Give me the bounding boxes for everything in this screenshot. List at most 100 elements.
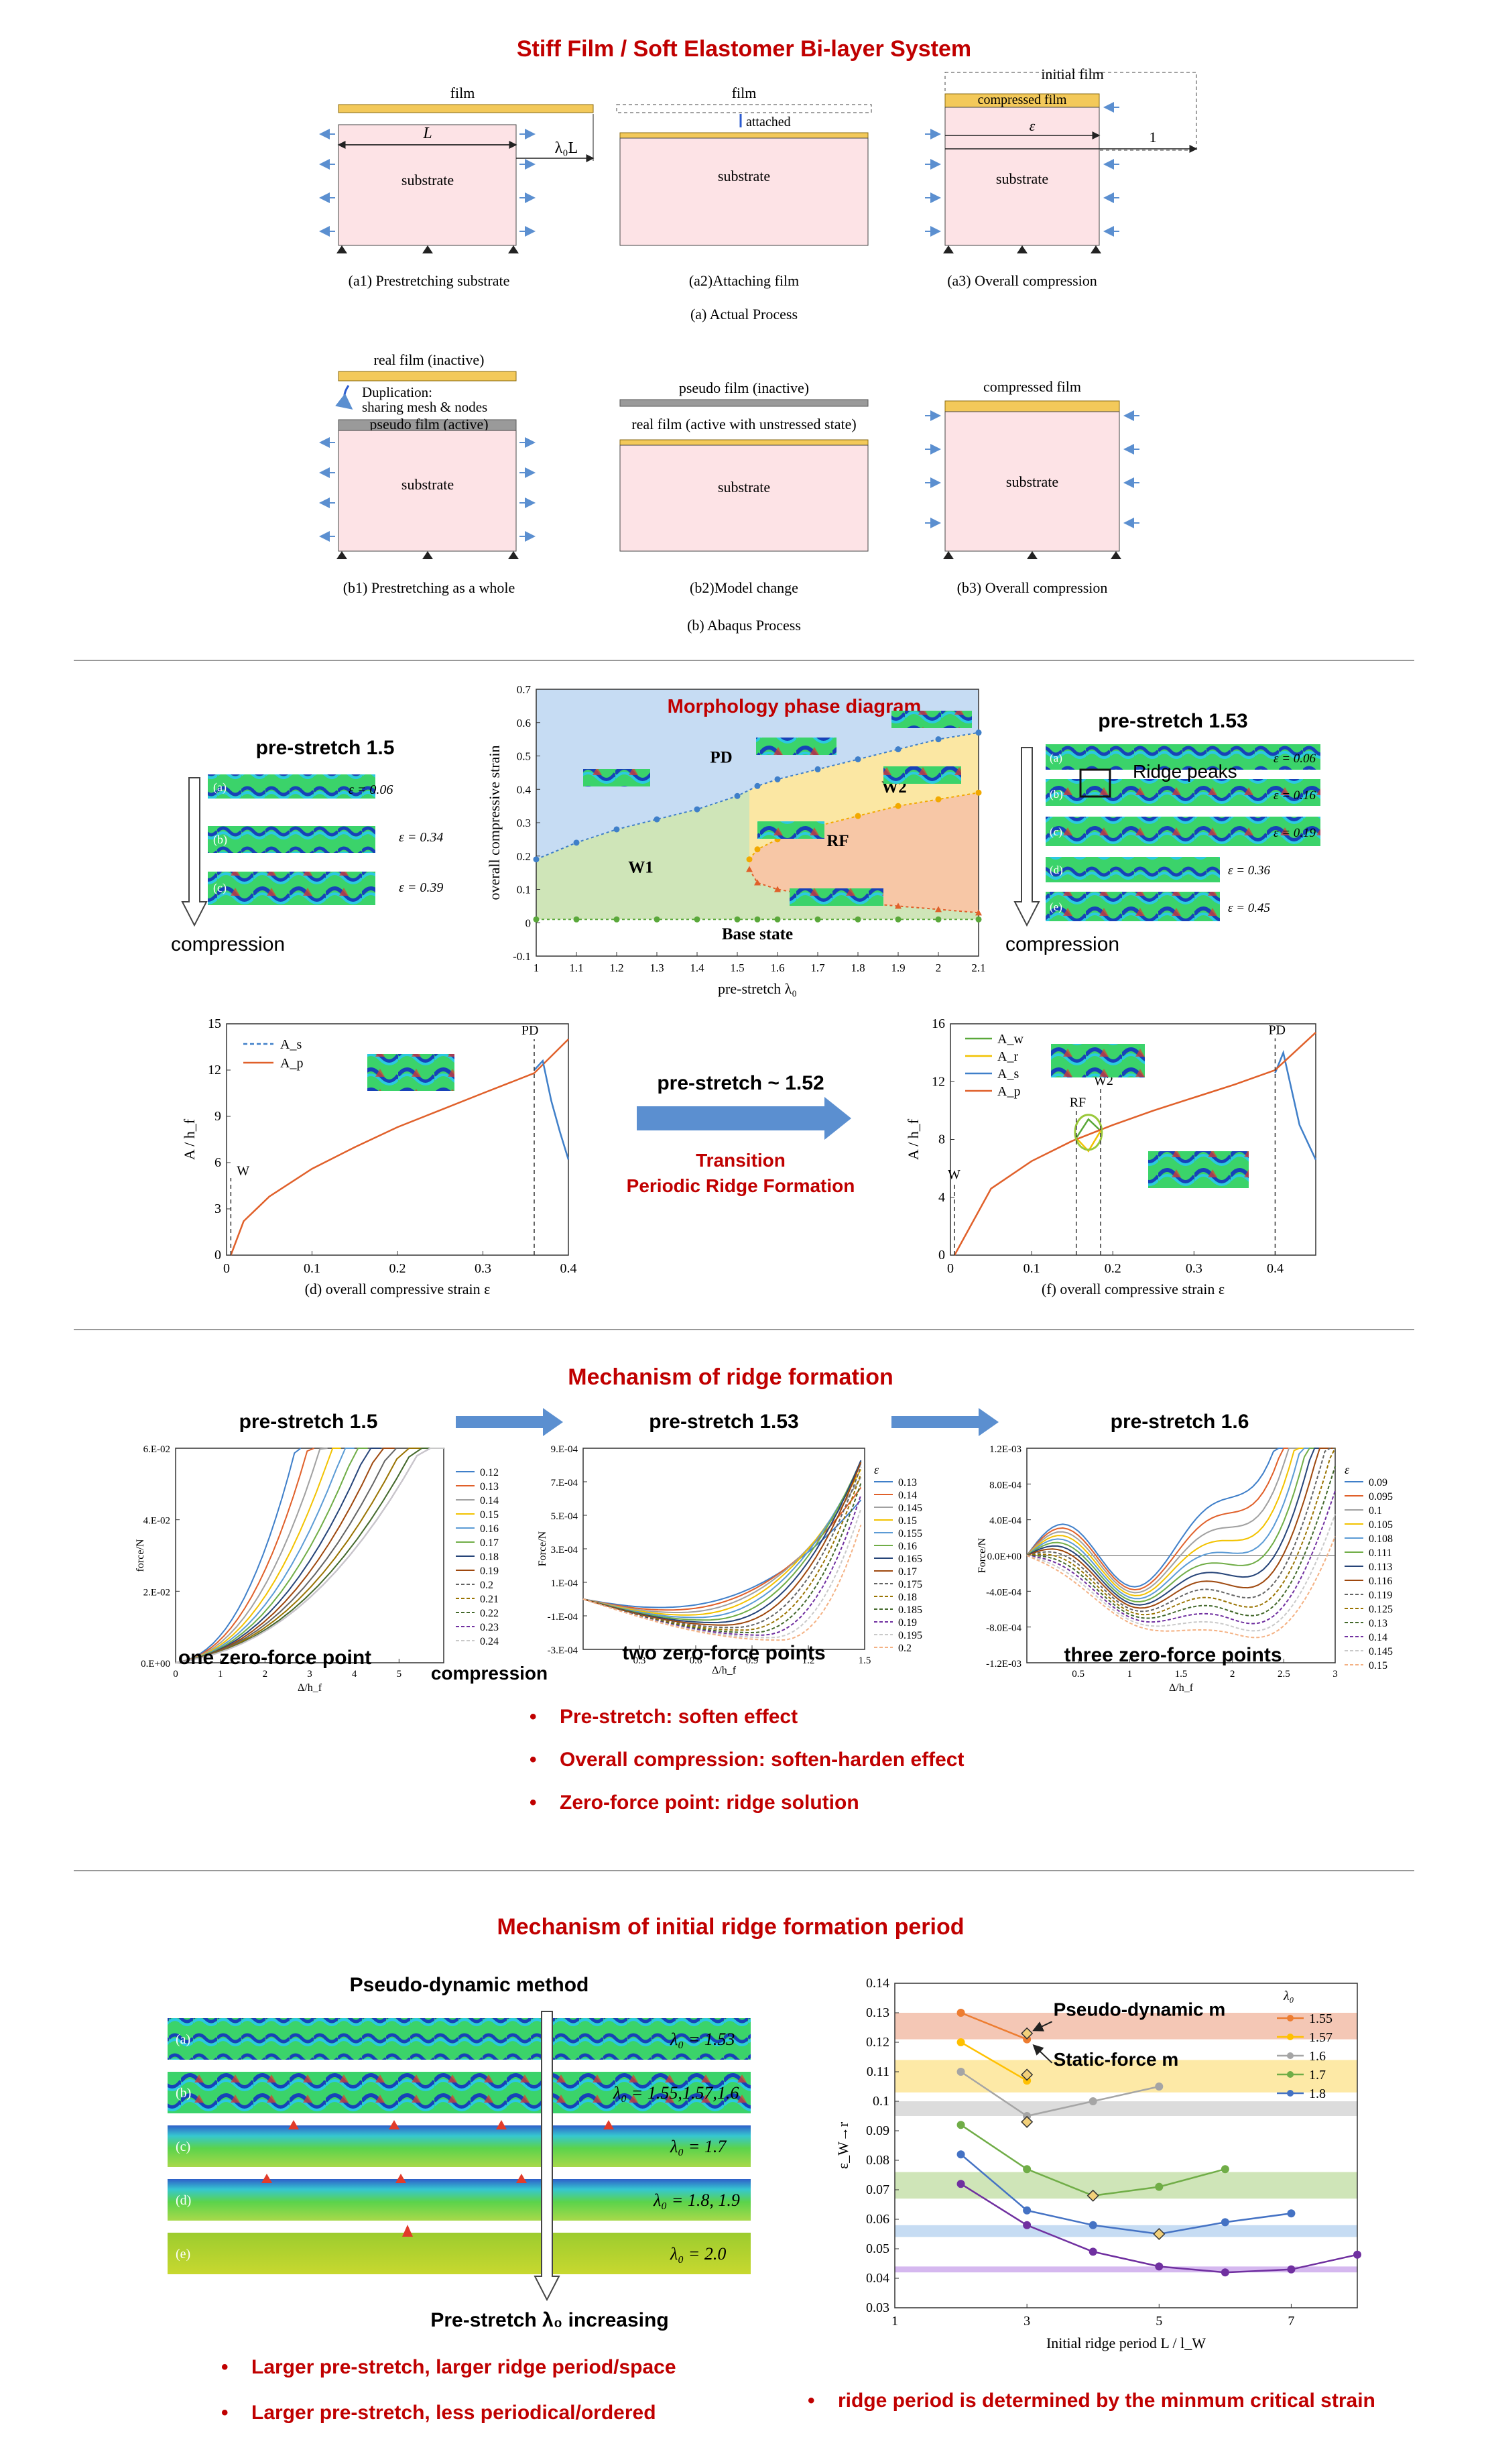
legend-label: 0.15 <box>1369 1660 1387 1671</box>
force-chart-1-5: 0 1 2 3 4 5 0.E+00 2.E-02 4.E-02 6.E-02 Δ/h_f force… <box>135 1444 499 1694</box>
series-A_r <box>1075 1130 1102 1153</box>
diamond-marker <box>1021 2115 1034 2128</box>
x-tick-label: 0.4 <box>560 1261 577 1276</box>
legend-label: 0.12 <box>480 1467 499 1478</box>
x-tick-label: 1.7 <box>810 961 825 974</box>
legend-label: A_s <box>280 1037 302 1052</box>
b3-film <box>944 400 1120 412</box>
a2-film-label: film <box>732 84 757 101</box>
x-tick-label: 3 <box>1332 1669 1338 1680</box>
force-curve-0.113 <box>1026 1448 1335 1606</box>
legend-label: 0.2 <box>480 1580 493 1591</box>
y-tick-label: 4.0E-04 <box>989 1516 1021 1527</box>
y-tick-label: 0.0E+00 <box>987 1551 1021 1562</box>
caption-two-zero: two zero-force points <box>622 1642 825 1664</box>
inset-morphology <box>1148 1151 1249 1188</box>
series-0-point <box>895 746 902 753</box>
series-1-point <box>754 846 761 853</box>
series-1-point <box>935 796 942 803</box>
section4-title: Mechanism of initial ridge formation per… <box>497 1914 964 1940</box>
y-tick-label: 4 <box>938 1190 945 1205</box>
pd-lambda-b: λ₀ = 1.55,1.57,1.6 <box>613 2083 739 2103</box>
caption-a: (a) Actual Process <box>690 306 798 322</box>
y-tick-label: 5.E-04 <box>551 1511 578 1522</box>
series-3-point <box>613 916 620 923</box>
x-tick-label: 1.6 <box>770 961 784 974</box>
b3-substrate <box>944 411 1120 552</box>
y-tick-label: 0.1 <box>873 2094 889 2109</box>
legend-label: A_p <box>997 1084 1020 1099</box>
series-1-point <box>855 813 861 819</box>
a2-caption: (a2)Attaching film <box>689 272 799 289</box>
legend-label: 0.13 <box>480 1481 499 1492</box>
x-tick-label: 1.1 <box>569 961 583 974</box>
pd-strip-c <box>168 2125 751 2167</box>
force-curve-0.165 <box>582 1460 862 1624</box>
x-tick-label: 2 <box>263 1669 268 1680</box>
region-pd <box>536 689 979 860</box>
y-tick-label: 0 <box>938 1248 945 1263</box>
data-point <box>956 2180 965 2188</box>
legend-label: 0.16 <box>898 1541 917 1552</box>
y-tick-label: 0.04 <box>866 2271 889 2286</box>
force-curve-0.24 <box>175 1448 444 1663</box>
legend-label: 0.113 <box>1369 1562 1392 1573</box>
x-tick-label: 0 <box>947 1261 954 1276</box>
data-point <box>1353 2250 1361 2259</box>
legend-label: 0.14 <box>1369 1632 1387 1643</box>
data-point <box>956 2121 965 2129</box>
caption-compression: compression <box>431 1663 548 1684</box>
right-strips: pre-stretch 1.53 Ridge peaks (a) (b) (c)… <box>1005 710 1320 955</box>
left-eps-a: ε = 0.06 <box>349 782 393 797</box>
x-tick-label: 0.9 <box>746 1655 759 1666</box>
right-label-d: (d) <box>1050 864 1063 876</box>
legend-dot <box>1287 2090 1294 2097</box>
x-tick-label: 2.1 <box>971 961 985 974</box>
legend-dot <box>1287 2052 1294 2059</box>
diamond-marker <box>1021 2068 1034 2081</box>
legend-label: 0.18 <box>898 1592 917 1603</box>
pd-label-e: (e) <box>176 2247 190 2262</box>
x-tick-label: 5 <box>1156 2314 1162 2329</box>
morphology-inset <box>790 888 883 906</box>
legend-label: 0.1 <box>1369 1505 1382 1517</box>
x-tick-label: 3 <box>1024 2314 1030 2329</box>
legend-label: 0.15 <box>480 1509 499 1521</box>
force-curve-0.15 <box>175 1448 341 1663</box>
legend-label: 0.24 <box>480 1636 499 1647</box>
left-strips: pre-stretch 1.5 (a) (b) (c) ε = 0.06 ε =… <box>171 737 443 955</box>
svg-text:•: • <box>530 1706 537 1728</box>
series-2-point <box>746 866 753 872</box>
y-tick-label: 0 <box>214 1248 221 1263</box>
series-0-point <box>533 856 540 863</box>
force-curve-0.12 <box>175 1448 302 1663</box>
pd-strip-e <box>168 2233 751 2274</box>
section4-bullets-left: • Larger pre-stretch, larger ridge perio… <box>221 2356 1375 2424</box>
series-3-point <box>935 916 942 923</box>
inset-morphology <box>367 1054 454 1091</box>
series-3-point <box>754 916 761 923</box>
b3-substrate-label: substrate <box>1006 473 1058 490</box>
diagram-b1: real film (inactive) Duplication: sharin… <box>319 351 536 596</box>
y-axis-label: A / h_f <box>905 1118 922 1160</box>
morphology-inset <box>757 821 824 839</box>
b2-real-label: real film (active with unstressed state) <box>631 416 856 432</box>
legend-label: 0.165 <box>898 1553 922 1565</box>
a3-eps-label: ε <box>1030 117 1036 134</box>
y-tick-label: 6.E-02 <box>143 1444 170 1455</box>
series-2-point <box>975 909 982 916</box>
y-tick-label: 0.07 <box>866 2182 889 2197</box>
b2-caption: (b2)Model change <box>690 579 798 596</box>
pd-label-b: (b) <box>176 2086 191 2101</box>
series-3-point <box>814 916 821 923</box>
x-tick-label: 4 <box>352 1669 357 1680</box>
diagram-a1: film L λ₀L substrate (a1) Prestretching … <box>319 84 595 289</box>
b2-substrate <box>619 445 869 552</box>
left-label-c: (c) <box>213 881 227 895</box>
y-tick-label: -0.1 <box>513 950 531 963</box>
legend-label: 0.09 <box>1369 1477 1387 1488</box>
series-0-point <box>573 839 580 846</box>
transition-red-2: Periodic Ridge Formation <box>627 1175 855 1196</box>
a1-film <box>338 104 594 113</box>
